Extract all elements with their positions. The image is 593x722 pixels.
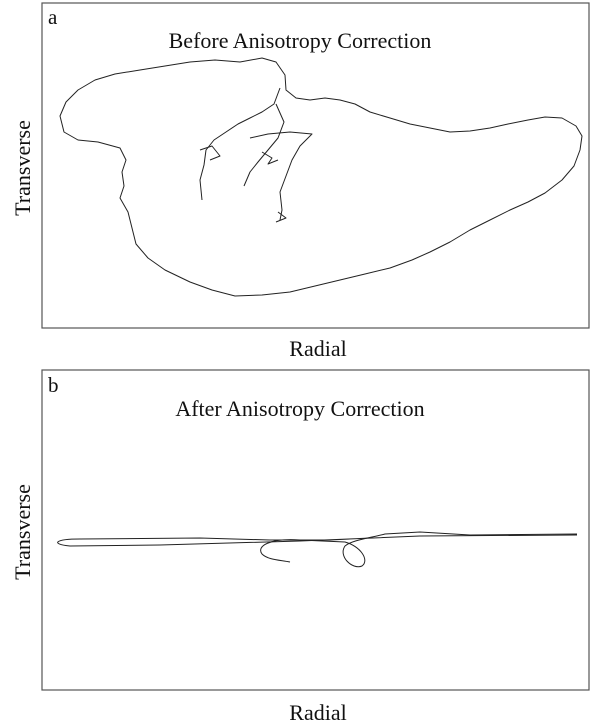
trajectory (260, 531, 578, 568)
trajectory-branch (243, 103, 285, 187)
y-axis-label: Transverse (10, 120, 35, 216)
trajectory-outline (59, 57, 583, 297)
panel-label: a (48, 5, 58, 29)
panel-title: After Anisotropy Correction (175, 396, 424, 421)
x-axis-label: Radial (289, 336, 346, 361)
trajectory-branch (249, 131, 313, 221)
trajectory-branch (199, 87, 281, 201)
trajectory-branch (199, 145, 287, 223)
x-axis-label: Radial (289, 700, 346, 722)
panel-frame (41, 2, 590, 329)
panel-frame (41, 369, 590, 691)
y-axis-label: Transverse (10, 484, 35, 580)
panel-label: b (48, 373, 59, 397)
trajectory (57, 534, 578, 547)
panel-title: Before Anisotropy Correction (169, 28, 432, 53)
